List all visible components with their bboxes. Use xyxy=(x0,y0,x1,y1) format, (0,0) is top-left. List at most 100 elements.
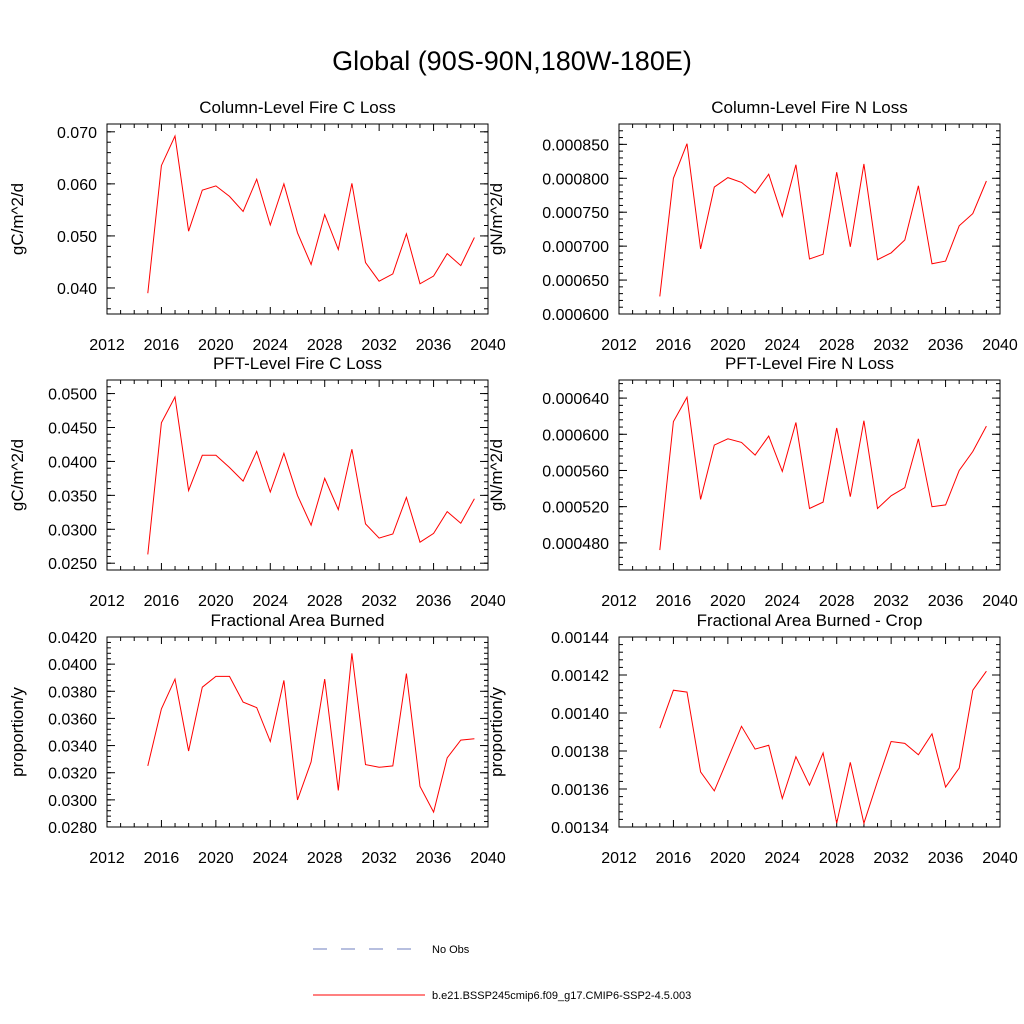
x-tick-label: 2024 xyxy=(764,593,800,610)
y-tick-label: 0.070 xyxy=(57,125,97,142)
y-tick-label: 0.0400 xyxy=(48,657,97,674)
series-line xyxy=(659,395,987,551)
x-tick-label: 2028 xyxy=(307,593,343,610)
y-tick-label: 0.000520 xyxy=(542,500,609,517)
y-axis-label: gC/m^2/d xyxy=(8,183,27,255)
x-tick-label: 2032 xyxy=(873,337,909,354)
x-tick-label: 2012 xyxy=(601,593,637,610)
x-tick-label: 2024 xyxy=(764,850,800,867)
chart-title: PFT-Level Fire C Loss xyxy=(213,354,382,373)
chart-title: Fractional Area Burned xyxy=(211,611,385,630)
chart-panel-5: 2012 2016 2020 2024 2028 2032 2036 2040 0.0280 0.… xyxy=(8,611,506,867)
y-tick-label: 0.000600 xyxy=(542,427,609,444)
x-tick-label: 2020 xyxy=(198,850,234,867)
x-tick-label: 2036 xyxy=(416,850,452,867)
x-tick-label: 2024 xyxy=(252,850,288,867)
y-tick-label: 0.050 xyxy=(57,229,97,246)
x-tick-label: 2020 xyxy=(198,337,234,354)
x-tick-label: 2032 xyxy=(361,337,397,354)
y-axis-label: gN/m^2/d xyxy=(487,439,506,511)
y-tick-label: 0.0400 xyxy=(48,454,97,471)
x-tick-label: 2024 xyxy=(252,593,288,610)
y-tick-label: 0.0500 xyxy=(48,387,97,404)
x-tick-label: 2036 xyxy=(928,593,964,610)
plot-frame xyxy=(106,123,489,315)
series-line xyxy=(147,134,475,294)
x-tick-label: 2040 xyxy=(982,337,1018,354)
y-tick-label: 0.000560 xyxy=(542,463,609,480)
page-title: Global (90S-90N,180W-180E) xyxy=(332,46,692,76)
x-tick-label: 2016 xyxy=(144,337,180,354)
y-tick-label: 0.00140 xyxy=(551,706,609,723)
plot-frame xyxy=(618,123,1001,315)
y-tick-label: 0.00136 xyxy=(551,782,609,799)
y-axis-label: proportion/y xyxy=(8,687,27,777)
x-tick-label: 2036 xyxy=(416,593,452,610)
x-tick-label: 2020 xyxy=(198,593,234,610)
series-line xyxy=(659,143,987,297)
x-tick-label: 2012 xyxy=(601,850,637,867)
y-axis-label: gN/m^2/d xyxy=(487,183,506,255)
y-tick-label: 0.000480 xyxy=(542,536,609,553)
x-tick-label: 2040 xyxy=(470,850,506,867)
legend: No Obs b.e21.BSSP245cmip6.f09_g17.CMIP6-… xyxy=(313,944,691,1002)
y-axis-label: gC/m^2/d xyxy=(8,439,27,511)
x-tick-label: 2040 xyxy=(470,337,506,354)
x-tick-label: 2040 xyxy=(470,593,506,610)
x-tick-label: 2032 xyxy=(873,593,909,610)
y-tick-label: 0.0340 xyxy=(48,739,97,756)
plot-frame xyxy=(618,379,1001,571)
y-tick-label: 0.0320 xyxy=(48,766,97,783)
chart-panel-3: 2012 2016 2020 2024 2028 2032 2036 2040 0.0250 0.… xyxy=(8,354,506,610)
x-tick-label: 2032 xyxy=(361,593,397,610)
x-tick-label: 2016 xyxy=(144,850,180,867)
chart-title: Column-Level Fire C Loss xyxy=(199,98,396,117)
y-tick-label: 0.00144 xyxy=(551,630,609,647)
x-tick-label: 2012 xyxy=(601,337,637,354)
y-tick-label: 0.0380 xyxy=(48,684,97,701)
x-tick-label: 2012 xyxy=(89,850,125,867)
y-tick-label: 0.0360 xyxy=(48,711,97,728)
plot-frame xyxy=(106,379,489,571)
y-tick-label: 0.0300 xyxy=(48,793,97,810)
x-tick-label: 2040 xyxy=(982,850,1018,867)
series-line xyxy=(147,395,475,555)
y-tick-label: 0.0420 xyxy=(48,630,97,647)
y-tick-label: 0.0450 xyxy=(48,421,97,438)
y-tick-label: 0.000700 xyxy=(542,239,609,256)
x-tick-label: 2028 xyxy=(307,337,343,354)
y-tick-label: 0.040 xyxy=(57,281,97,298)
chart-panel-4: 2012 2016 2020 2024 2028 2032 2036 2040 0.000480… xyxy=(487,354,1018,610)
x-tick-label: 2016 xyxy=(656,850,692,867)
chart-panel-6: 2012 2016 2020 2024 2028 2032 2036 2040 0.00134 0… xyxy=(487,611,1018,867)
x-tick-label: 2020 xyxy=(710,850,746,867)
y-tick-label: 0.00138 xyxy=(551,744,609,761)
y-tick-label: 0.0280 xyxy=(48,820,97,837)
x-tick-label: 2032 xyxy=(361,850,397,867)
y-tick-label: 0.060 xyxy=(57,177,97,194)
y-axis-label: proportion/y xyxy=(487,687,506,777)
x-tick-label: 2028 xyxy=(307,850,343,867)
chart-title: PFT-Level Fire N Loss xyxy=(725,354,894,373)
y-tick-label: 0.0350 xyxy=(48,488,97,505)
x-tick-label: 2020 xyxy=(710,593,746,610)
y-tick-label: 0.000750 xyxy=(542,205,609,222)
x-tick-label: 2040 xyxy=(982,593,1018,610)
x-tick-label: 2020 xyxy=(710,337,746,354)
x-tick-label: 2016 xyxy=(656,337,692,354)
chart-panel-1: 2012 2016 2020 2024 2028 2032 2036 2040 0.040 0.0… xyxy=(8,98,506,354)
y-tick-label: 0.000640 xyxy=(542,391,609,408)
x-tick-label: 2024 xyxy=(252,337,288,354)
y-tick-label: 0.00134 xyxy=(551,820,609,837)
y-tick-label: 0.0300 xyxy=(48,522,97,539)
x-tick-label: 2028 xyxy=(819,337,855,354)
y-tick-label: 0.0250 xyxy=(48,556,97,573)
x-tick-label: 2016 xyxy=(656,593,692,610)
y-tick-label: 0.000800 xyxy=(542,171,609,188)
x-tick-label: 2012 xyxy=(89,593,125,610)
chart-panel-2: 2012 2016 2020 2024 2028 2032 2036 2040 0.000600… xyxy=(487,98,1018,354)
x-tick-label: 2028 xyxy=(819,593,855,610)
y-tick-label: 0.000850 xyxy=(542,137,609,154)
chart-title: Fractional Area Burned - Crop xyxy=(697,611,923,630)
